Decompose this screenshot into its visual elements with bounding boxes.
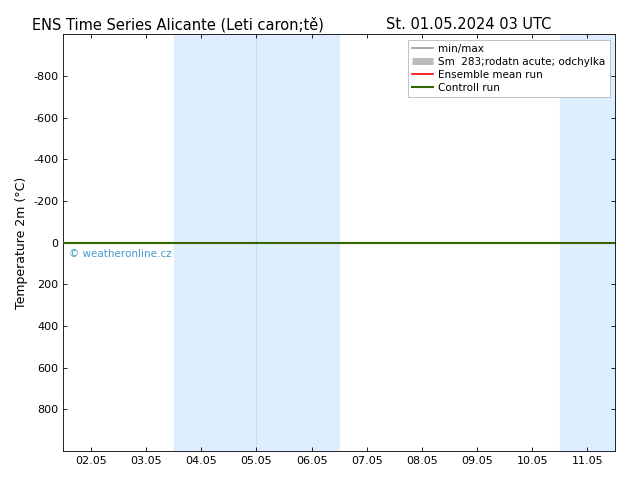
Y-axis label: Temperature 2m (°C): Temperature 2m (°C) <box>15 176 28 309</box>
Text: ENS Time Series Alicante (Leti caron;tě): ENS Time Series Alicante (Leti caron;tě) <box>32 17 323 33</box>
Bar <box>560 34 615 451</box>
Text: St. 01.05.2024 03 UTC: St. 01.05.2024 03 UTC <box>387 17 552 32</box>
Bar <box>174 34 339 451</box>
Title: ENS Time Series Alicante (Leti caron;tě)      St. 01.05.2024 03 UTC: ENS Time Series Alicante (Leti caron;tě)… <box>0 489 1 490</box>
Legend: min/max, Sm  283;rodatn acute; odchylka, Ensemble mean run, Controll run: min/max, Sm 283;rodatn acute; odchylka, … <box>408 40 610 97</box>
Text: © weatheronline.cz: © weatheronline.cz <box>69 249 172 259</box>
